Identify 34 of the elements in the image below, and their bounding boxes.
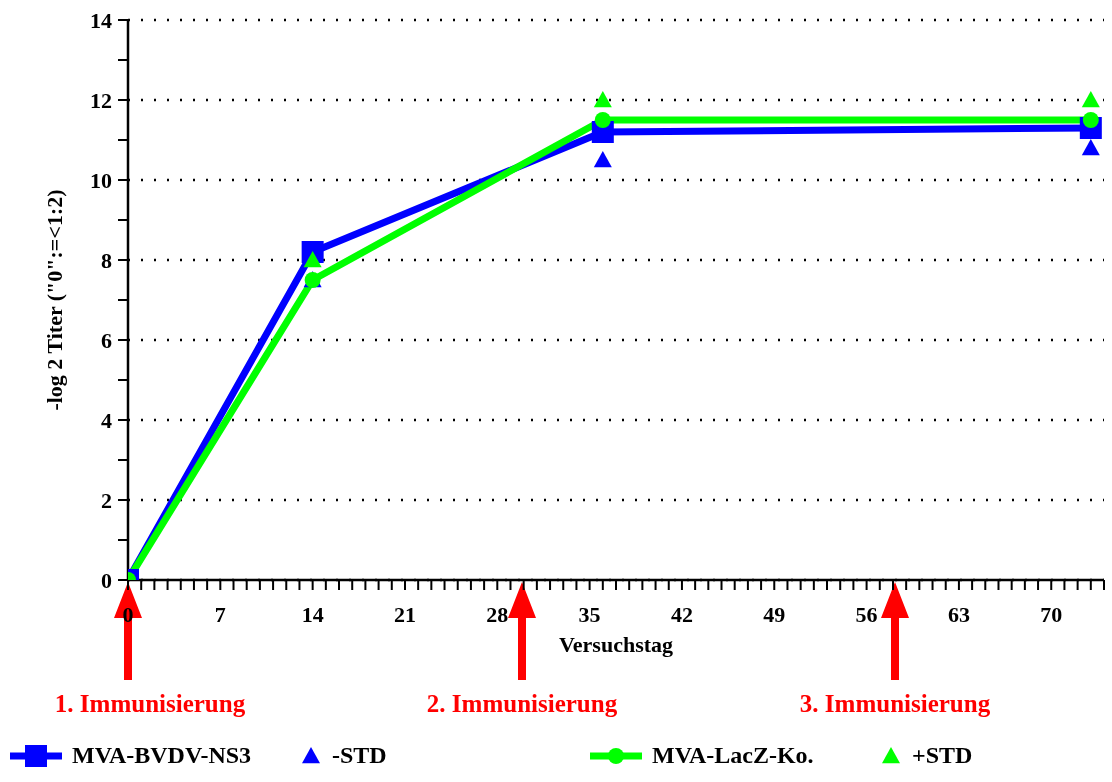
- point: [594, 112, 611, 128]
- point: [303, 251, 322, 268]
- x-tick-label: 7: [214, 602, 226, 627]
- y-tick-label: 12: [90, 88, 112, 113]
- point: [1081, 91, 1100, 108]
- x-tick-label: 70: [1040, 602, 1063, 627]
- y-tick-label: 6: [101, 328, 112, 353]
- x-tick-label: 49: [763, 602, 786, 627]
- text: 2. Immunisierung: [426, 690, 618, 717]
- point: [593, 91, 612, 108]
- y-tick-label: 10: [90, 168, 112, 193]
- text: 3. Immunisierung: [799, 690, 991, 717]
- legend-label: MVA-BVDV-NS3: [72, 742, 252, 769]
- y-axis-title: -log 2 Titer ("0":=<1:2): [41, 189, 67, 411]
- text: 1. Immunisierung: [54, 690, 246, 717]
- x-axis-title: Versuchstag: [558, 632, 674, 657]
- x-tick-label: 21: [393, 602, 416, 627]
- y-tick-label: 2: [101, 488, 112, 513]
- x-tick-label: 56: [855, 602, 878, 627]
- x-tick-label: 63: [947, 602, 970, 627]
- point: [593, 151, 612, 168]
- x-tick-label: 28: [486, 602, 509, 627]
- point: [1081, 139, 1100, 156]
- x-tick-label: 14: [301, 602, 324, 627]
- x-tick-label: 42: [670, 602, 693, 627]
- y-tick-label: 8: [101, 248, 112, 273]
- legend-label: +STD: [912, 742, 973, 769]
- y-tick-label: 0: [101, 568, 112, 593]
- x-tick-label: 0: [122, 602, 134, 627]
- y-tick-label: 4: [101, 408, 112, 433]
- x-tick-label: 35: [578, 602, 601, 627]
- y-tick-label: 14: [90, 8, 112, 33]
- legend-label: -STD: [332, 742, 387, 769]
- legend-label: MVA-LacZ-Ko.: [652, 742, 814, 769]
